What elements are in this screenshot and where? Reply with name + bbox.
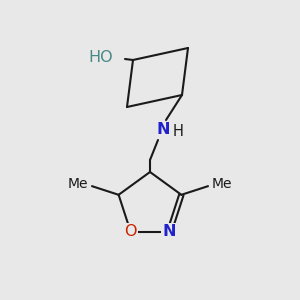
Text: Me: Me <box>212 177 232 191</box>
Text: H: H <box>172 124 183 139</box>
Text: HO: HO <box>88 50 113 64</box>
Text: N: N <box>163 224 176 239</box>
Text: N: N <box>156 122 170 137</box>
Text: O: O <box>124 224 137 239</box>
Text: Me: Me <box>68 177 88 191</box>
